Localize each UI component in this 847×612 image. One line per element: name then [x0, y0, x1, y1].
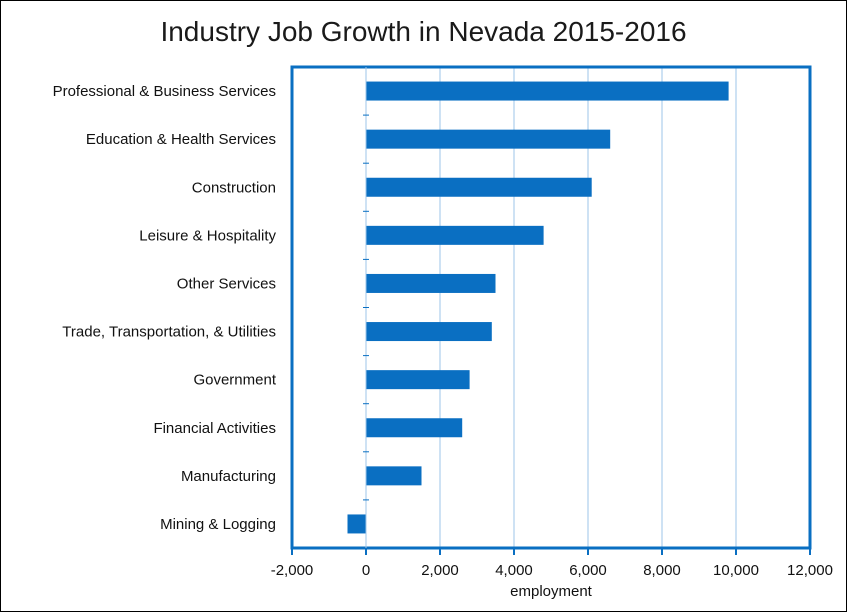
- category-label-1: Education & Health Services: [86, 131, 276, 148]
- bar-3: [366, 225, 544, 245]
- bar-4: [366, 273, 496, 293]
- x-tick-label-3: 4,000: [495, 562, 533, 579]
- category-label-3: Leisure & Hospitality: [139, 227, 276, 244]
- category-label-5: Trade, Transportation, & Utilities: [62, 324, 276, 341]
- bar-1: [366, 129, 611, 149]
- x-tick-label-7: 12,000: [787, 562, 833, 579]
- x-tick-label-2: 2,000: [421, 562, 459, 579]
- x-tick-label-6: 10,000: [713, 562, 759, 579]
- plot-border: [290, 65, 812, 550]
- x-axis-title: employment: [510, 583, 593, 600]
- bars: [347, 81, 729, 534]
- bar-5: [366, 322, 492, 342]
- category-label-8: Manufacturing: [181, 468, 276, 485]
- x-tick-label-0: -2,000: [271, 562, 314, 579]
- bar-2: [366, 177, 592, 197]
- bar-6: [366, 370, 470, 390]
- category-label-6: Government: [193, 372, 276, 389]
- bar-9: [347, 514, 366, 534]
- x-tick-label-1: 0: [362, 562, 370, 579]
- category-label-0: Professional & Business Services: [53, 83, 276, 100]
- x-tick-label-5: 8,000: [643, 562, 681, 579]
- bar-8: [366, 466, 422, 486]
- labels: Professional & Business Services Educatio…: [53, 83, 833, 600]
- bar-7: [366, 418, 463, 438]
- category-label-2: Construction: [192, 179, 276, 196]
- category-label-9: Mining & Logging: [160, 516, 276, 533]
- category-label-4: Other Services: [177, 275, 276, 292]
- axes: [290, 65, 812, 555]
- category-label-7: Financial Activities: [153, 420, 276, 437]
- x-tick-label-4: 6,000: [569, 562, 607, 579]
- chart-title: Industry Job Growth in Nevada 2015-2016: [160, 16, 687, 47]
- bar-0: [366, 81, 729, 101]
